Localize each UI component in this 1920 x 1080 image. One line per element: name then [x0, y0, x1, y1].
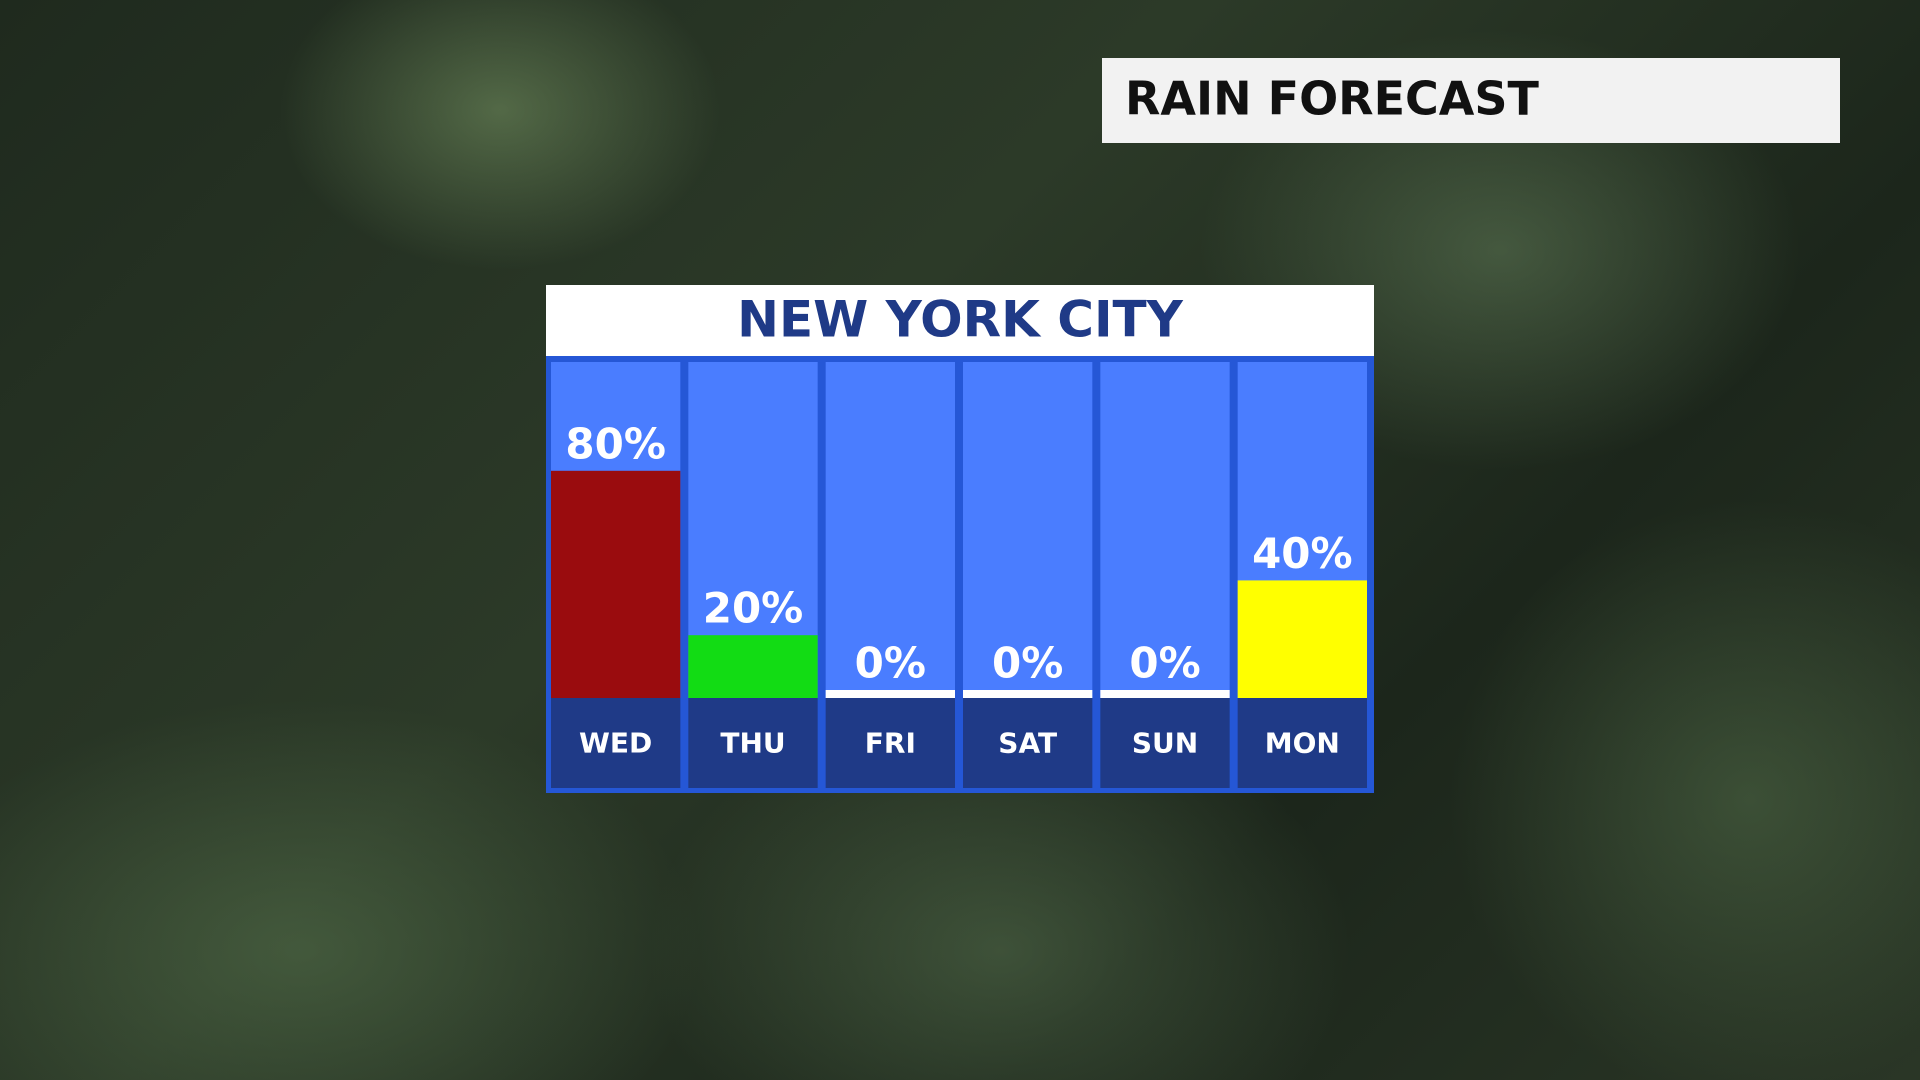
value-label: 0%	[855, 639, 926, 688]
value-label: 20%	[703, 584, 804, 633]
bar	[825, 690, 955, 698]
value-label: 80%	[565, 419, 666, 468]
value-label: 0%	[1129, 639, 1200, 688]
day-box	[551, 698, 681, 788]
day-box	[1100, 698, 1230, 788]
day-box	[825, 698, 955, 788]
day-box	[1237, 698, 1367, 788]
bar	[1100, 690, 1230, 698]
value-label: 40%	[1252, 529, 1353, 578]
x-tick-label: FRI	[865, 727, 916, 760]
x-tick-label: SAT	[998, 727, 1057, 760]
column	[1100, 362, 1230, 698]
value-label: 0%	[992, 639, 1063, 688]
column	[825, 362, 955, 698]
bar	[1237, 580, 1367, 698]
x-tick-label: MON	[1265, 727, 1340, 760]
title-box	[1102, 58, 1840, 143]
day-box	[963, 698, 1093, 788]
x-tick-label: THU	[720, 727, 785, 760]
day-box	[688, 698, 818, 788]
column	[963, 362, 1093, 698]
bar	[963, 690, 1093, 698]
bar	[688, 635, 818, 698]
chart-title: RAIN FORECAST	[1125, 72, 1540, 126]
x-tick-label: WED	[579, 727, 652, 760]
bar	[551, 470, 681, 698]
x-tick-label: SUN	[1132, 727, 1198, 760]
chart-subtitle: NEW YORK CITY	[737, 291, 1184, 349]
subtitle-box	[546, 285, 1374, 356]
panel	[546, 285, 1374, 793]
